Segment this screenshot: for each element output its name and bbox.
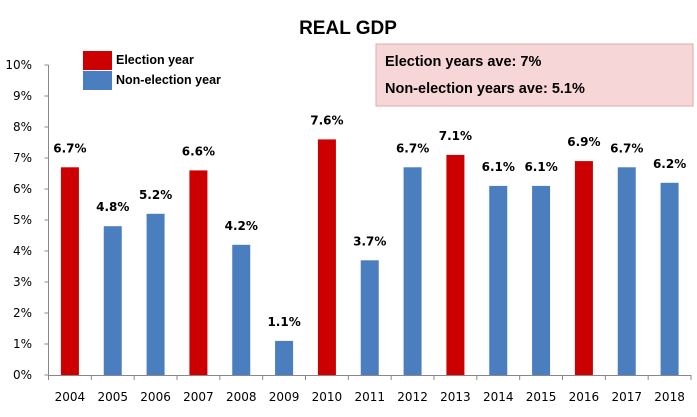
y-tick-label: 6% [13,182,32,196]
bar-2012 [403,167,422,375]
bar-2017 [617,167,636,375]
bar-2005 [103,226,122,375]
bar-2016 [574,161,593,375]
legend-swatch-election [83,51,112,70]
bar-2011 [360,260,379,375]
x-tick-label: 2005 [97,390,128,404]
y-tick-label: 7% [13,151,32,165]
data-label-2004: 6.7% [53,141,86,155]
x-tick-label: 2017 [611,390,642,404]
data-label-2014: 6.1% [482,160,515,174]
data-label-2018: 6.2% [653,157,686,171]
bar-2014 [489,185,508,375]
y-tick-label: 1% [13,337,32,351]
y-tick-label: 4% [13,244,32,258]
bar-2006 [146,213,165,375]
data-label-2015: 6.1% [524,160,557,174]
bar-2015 [532,185,551,375]
bar-2008 [232,244,251,375]
x-tick-label: 2011 [354,390,385,404]
bar-2013 [446,154,465,375]
data-label-2005: 4.8% [96,200,129,214]
x-tick-label: 2010 [312,390,343,404]
bar-2018 [660,182,679,375]
bars [60,139,679,375]
x-tick-label: 2012 [397,390,428,404]
x-tick-label: 2009 [269,390,300,404]
y-tick-label: 2% [13,306,32,320]
data-label-2017: 6.7% [610,141,643,155]
axes: 0% 1% 2% 3% 4% 5% 6% 7% 8% 9% 10% 2004 2005 2006 2007 2… [5,58,692,404]
x-tick-label: 2015 [526,390,557,404]
data-label-2013: 7.1% [439,129,472,143]
averages-annotation: Election years ave: 7% Non-election year… [375,43,694,107]
legend-label-election: Election year [116,53,194,67]
annotation-election-average: Election years ave: 7% [385,54,541,70]
x-tick-label: 2018 [654,390,685,404]
x-tick-label: 2007 [183,390,214,404]
annotation-non-election-average: Non-election years ave: 5.1% [385,81,585,97]
bar-2009 [275,340,294,375]
legend-label-non-election: Non-election year [116,73,221,87]
y-tick-label: 5% [13,213,32,227]
x-tick-label: 2006 [140,390,171,404]
y-tick-label: 9% [13,89,32,103]
data-labels: 6.7% 4.8% 5.2% 6.6% 4.2% 1.1% 7.6% 3.7% 6.7% 7.1%… [53,113,686,329]
bar-2007 [189,170,208,375]
data-label-2008: 4.2% [225,219,258,233]
y-tick-label: 8% [13,120,32,134]
bar-2004 [60,167,79,375]
data-label-2009: 1.1% [267,315,300,329]
x-tick-label: 2013 [440,390,471,404]
x-tick-label: 2016 [569,390,600,404]
x-tick-label: 2008 [226,390,257,404]
data-label-2006: 5.2% [139,188,172,202]
y-tick-label: 3% [13,275,32,289]
data-label-2012: 6.7% [396,141,429,155]
legend-swatch-non-election [83,71,112,90]
bar-2010 [317,139,336,375]
x-tick-label: 2004 [55,390,86,404]
annotation-box [375,43,694,107]
chart-title: REAL GDP [299,18,397,39]
x-tick-label: 2014 [483,390,514,404]
y-tick-label: 10% [5,58,32,72]
data-label-2011: 3.7% [353,234,386,248]
data-label-2016: 6.9% [567,135,600,149]
y-tick-label: 0% [13,368,32,382]
legend: Election year Non-election year [83,51,221,90]
data-label-2007: 6.6% [182,144,215,158]
data-label-2010: 7.6% [310,113,343,127]
